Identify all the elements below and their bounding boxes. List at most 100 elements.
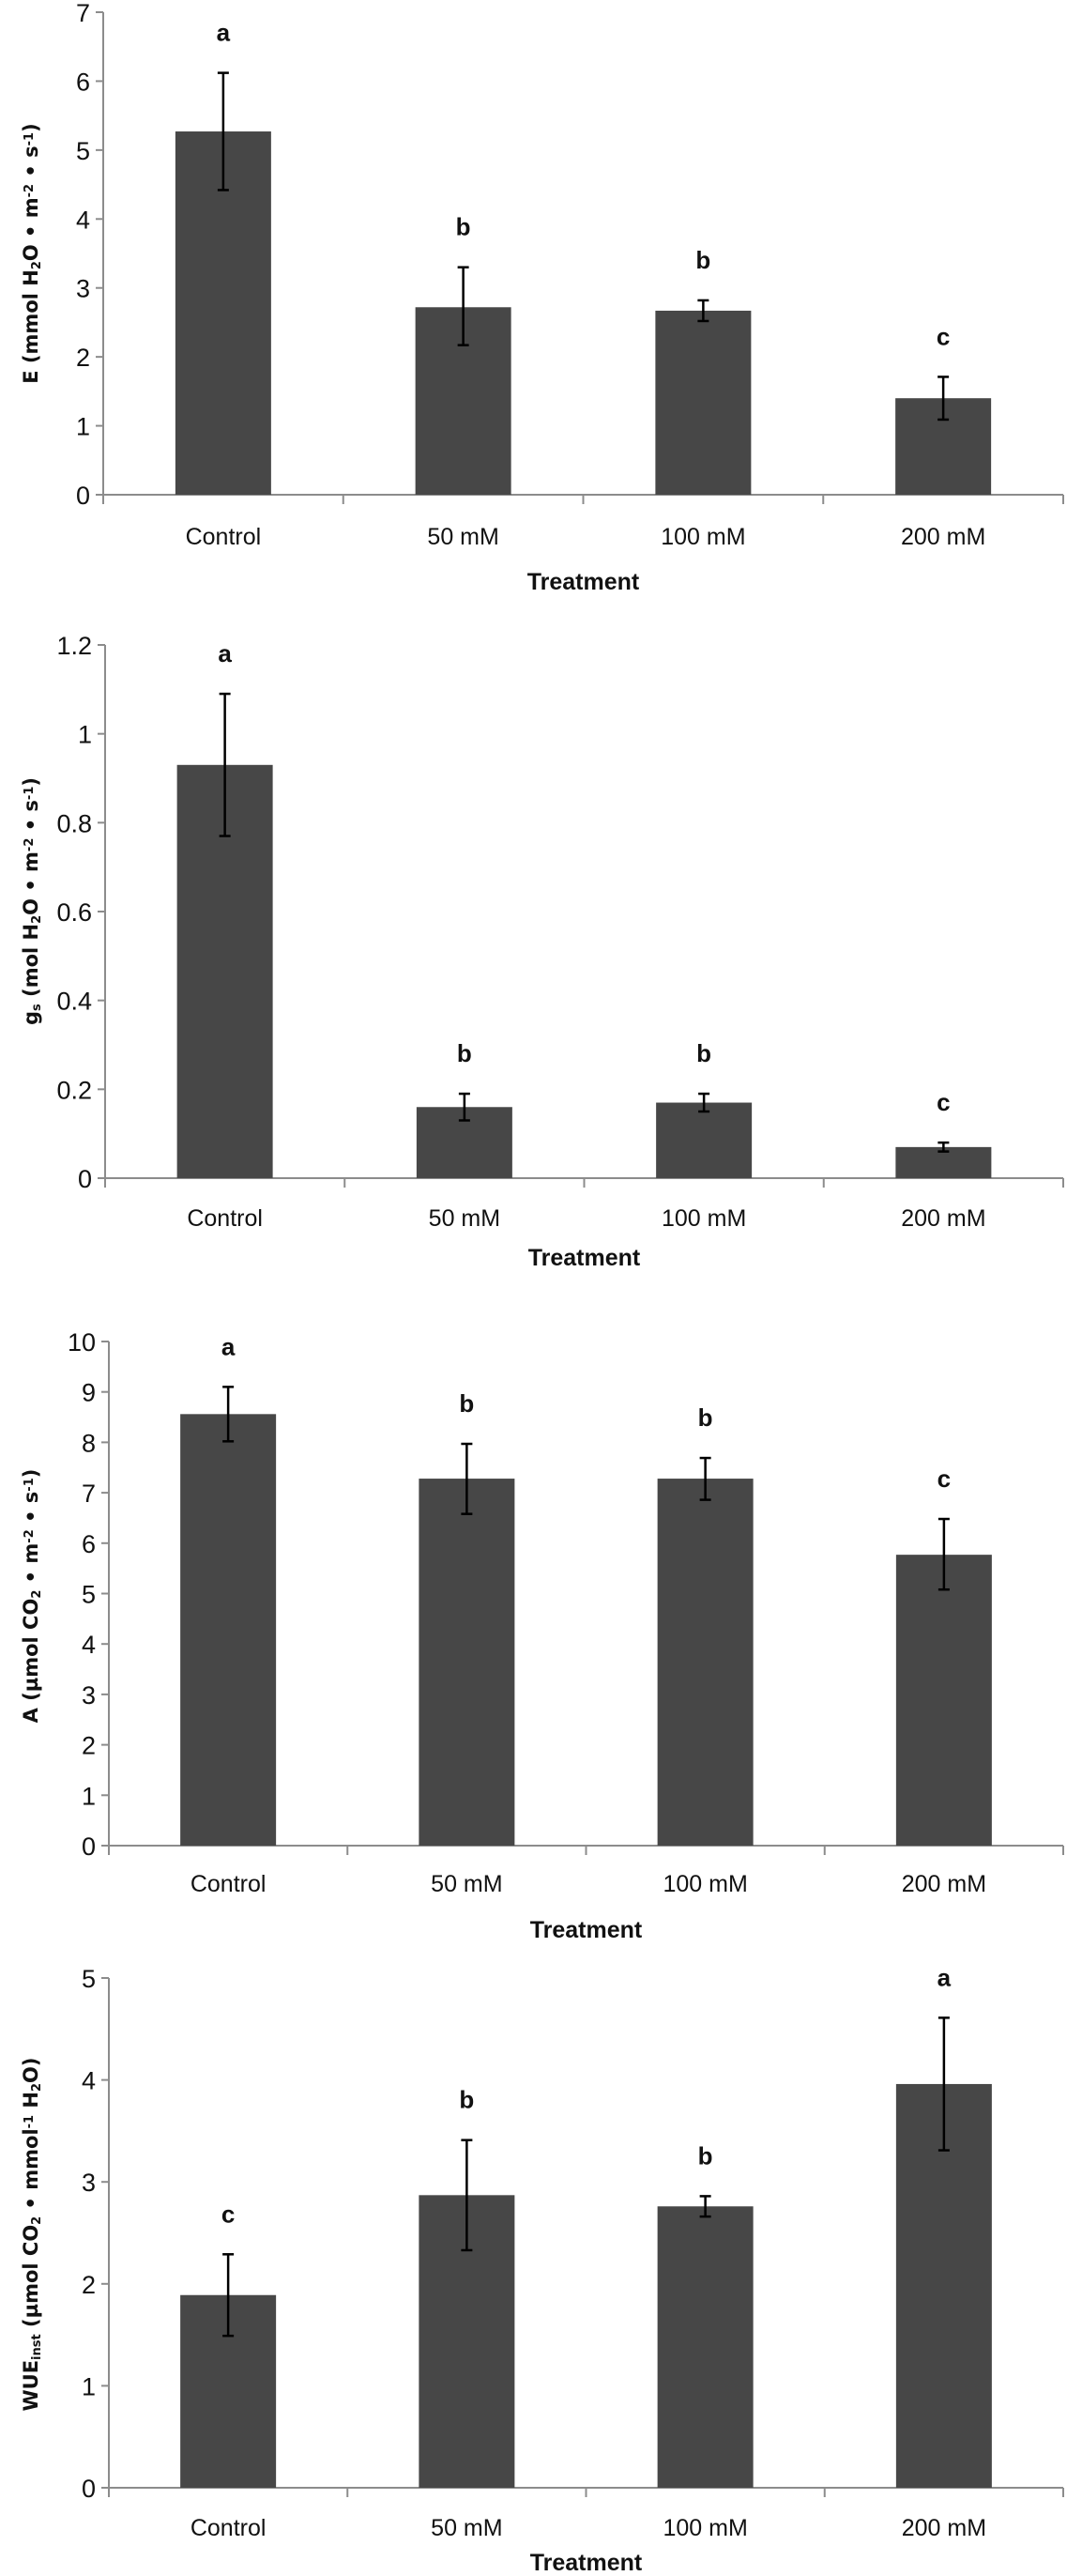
- y-tick-label: 2: [82, 2271, 96, 2299]
- x-tick-label: 50 mM: [431, 2515, 502, 2541]
- y-tick-label: 7: [82, 1480, 96, 1508]
- bar: [656, 1102, 753, 1178]
- y-tick-label: 5: [82, 1965, 96, 1993]
- y-tick-label: 1: [82, 1782, 96, 1810]
- y-axis-title-part: O • m: [20, 197, 42, 261]
- y-tick-label: 6: [76, 68, 90, 96]
- significance-letter: c: [221, 2200, 235, 2228]
- x-axis-title: Treatment: [530, 1917, 643, 1943]
- bar: [657, 1479, 754, 1846]
- significance-letter: a: [218, 639, 232, 667]
- x-tick-label: 200 mM: [901, 524, 985, 550]
- y-tick-label: 2: [82, 1732, 96, 1760]
- y-tick-label: 6: [82, 1530, 96, 1558]
- significance-letter: c: [937, 322, 950, 350]
- y-axis-title-part: g: [20, 1011, 42, 1025]
- y-tick-label: 0.2: [56, 1076, 92, 1104]
- y-axis-title-part: ): [20, 1469, 42, 1479]
- y-axis-title-part: s: [30, 1004, 44, 1011]
- x-tick-label: 100 mM: [663, 1871, 747, 1897]
- x-tick-label: 200 mM: [901, 1205, 985, 1232]
- y-axis-title-part: 2: [30, 1590, 44, 1599]
- y-axis-title-part: -1: [23, 787, 37, 800]
- y-axis-title-part: -1: [23, 132, 37, 146]
- y-tick-label: 3: [82, 2169, 96, 2197]
- significance-letter: b: [456, 213, 471, 241]
- y-axis-title-part: • m: [20, 1543, 42, 1590]
- x-tick-label: Control: [187, 1205, 263, 1232]
- significance-letter: b: [698, 1403, 713, 1432]
- y-axis-title-part: O): [20, 2057, 42, 2082]
- y-tick-label: 0: [76, 482, 90, 510]
- y-tick-label: 4: [82, 2067, 96, 2095]
- significance-letter: c: [937, 1464, 951, 1493]
- y-tick-label: 7: [76, 0, 90, 27]
- y-tick-label: 0.8: [56, 809, 92, 837]
- bar: [180, 1414, 277, 1846]
- y-tick-label: 1.2: [56, 632, 92, 660]
- bar: [419, 1479, 515, 1846]
- y-axis-title: gs (mol H2O • m-2 • s-1): [20, 777, 44, 1025]
- x-tick-label: Control: [191, 1871, 267, 1897]
- y-tick-label: 3: [82, 1681, 96, 1710]
- y-axis-title-part: • s: [20, 1492, 42, 1530]
- significance-letter: c: [937, 1088, 950, 1116]
- significance-letter: b: [695, 246, 710, 274]
- y-tick-label: 0.6: [56, 898, 92, 927]
- y-tick-label: 4: [82, 1631, 96, 1659]
- x-tick-label: 200 mM: [902, 1871, 986, 1897]
- significance-letter: b: [698, 2141, 713, 2170]
- y-axis-title: A (µmol CO2 • m-2 • s-1): [20, 1469, 44, 1724]
- y-tick-label: 10: [68, 1328, 96, 1357]
- x-tick-label: Control: [186, 524, 262, 550]
- y-axis-title-part: -1: [23, 1478, 37, 1491]
- chart-panel-2: 0 0.2 0.4 0.6 0.8 1 1.2 a Control b 50 mM b 100 mM c 2…: [20, 632, 1064, 1271]
- y-axis-title-part: WUE: [20, 2360, 42, 2412]
- x-tick-label: Control: [191, 2515, 267, 2541]
- y-axis-title-part: -1: [23, 2115, 37, 2128]
- y-axis-title-part: O • m: [20, 851, 42, 915]
- x-tick-label: 100 mM: [661, 524, 745, 550]
- y-axis-title: WUEinst (µmol CO2 • mmol-1 H2O): [20, 2057, 44, 2411]
- y-tick-label: 0: [82, 2475, 96, 2503]
- y-axis-title-part: 2: [30, 915, 44, 924]
- bar: [655, 310, 752, 495]
- chart-panel-1: 0 1 2 3 4 5 6 7 a Control b 50 mM b 100 mM c 200 mM Trea…: [20, 0, 1064, 595]
- y-tick-label: 1: [78, 721, 92, 749]
- y-axis-title: E (mmol H2O • m-2 • s-1): [20, 123, 44, 383]
- x-axis-title: Treatment: [527, 569, 640, 595]
- y-axis-title-part: ): [20, 123, 42, 132]
- bar: [175, 131, 271, 495]
- significance-letter: a: [221, 1332, 236, 1360]
- x-tick-label: 100 mM: [662, 1205, 746, 1232]
- y-tick-label: 1: [76, 413, 90, 441]
- y-axis-title-part: -2: [23, 1529, 37, 1542]
- x-tick-label: 200 mM: [902, 2515, 986, 2541]
- y-axis-title-part: inst: [30, 2334, 44, 2360]
- y-tick-label: 4: [76, 206, 90, 234]
- y-tick-label: 3: [76, 275, 90, 303]
- y-axis-title-part: E (mmol H: [20, 269, 42, 384]
- significance-letter: b: [696, 1039, 711, 1067]
- y-axis-title-part: A (µmol CO: [20, 1599, 42, 1724]
- x-tick-label: 50 mM: [431, 1871, 502, 1897]
- y-tick-label: 0.4: [56, 988, 92, 1016]
- x-tick-label: 50 mM: [427, 524, 498, 550]
- y-axis-title-part: 2: [30, 2083, 44, 2092]
- bar: [895, 1555, 992, 1846]
- y-axis-title-part: H: [20, 2092, 42, 2115]
- y-axis-title-part: -2: [23, 838, 37, 851]
- x-axis-title: Treatment: [530, 2550, 643, 2576]
- chart-panel-4: 0 1 2 3 4 5 c Control b 50 mM b 100 mM a 200 mM Treatm…: [20, 1963, 1064, 2576]
- y-axis-title-part: 2: [30, 261, 44, 269]
- y-tick-label: 5: [76, 137, 90, 165]
- chart-panel-3: 0 1 2 3 4 5 6 7 8 9 10 a Control b 50 mM b 100 mM c 200 mM…: [20, 1328, 1064, 1943]
- significance-letter: b: [457, 1039, 472, 1067]
- y-axis-title-part: (mol H: [20, 924, 42, 1004]
- y-axis-title-part: ): [20, 777, 42, 787]
- y-tick-label: 8: [82, 1429, 96, 1457]
- bar: [657, 2206, 754, 2488]
- y-axis-title-part: • s: [20, 146, 42, 184]
- y-axis-title-part: (µmol CO: [20, 2225, 42, 2334]
